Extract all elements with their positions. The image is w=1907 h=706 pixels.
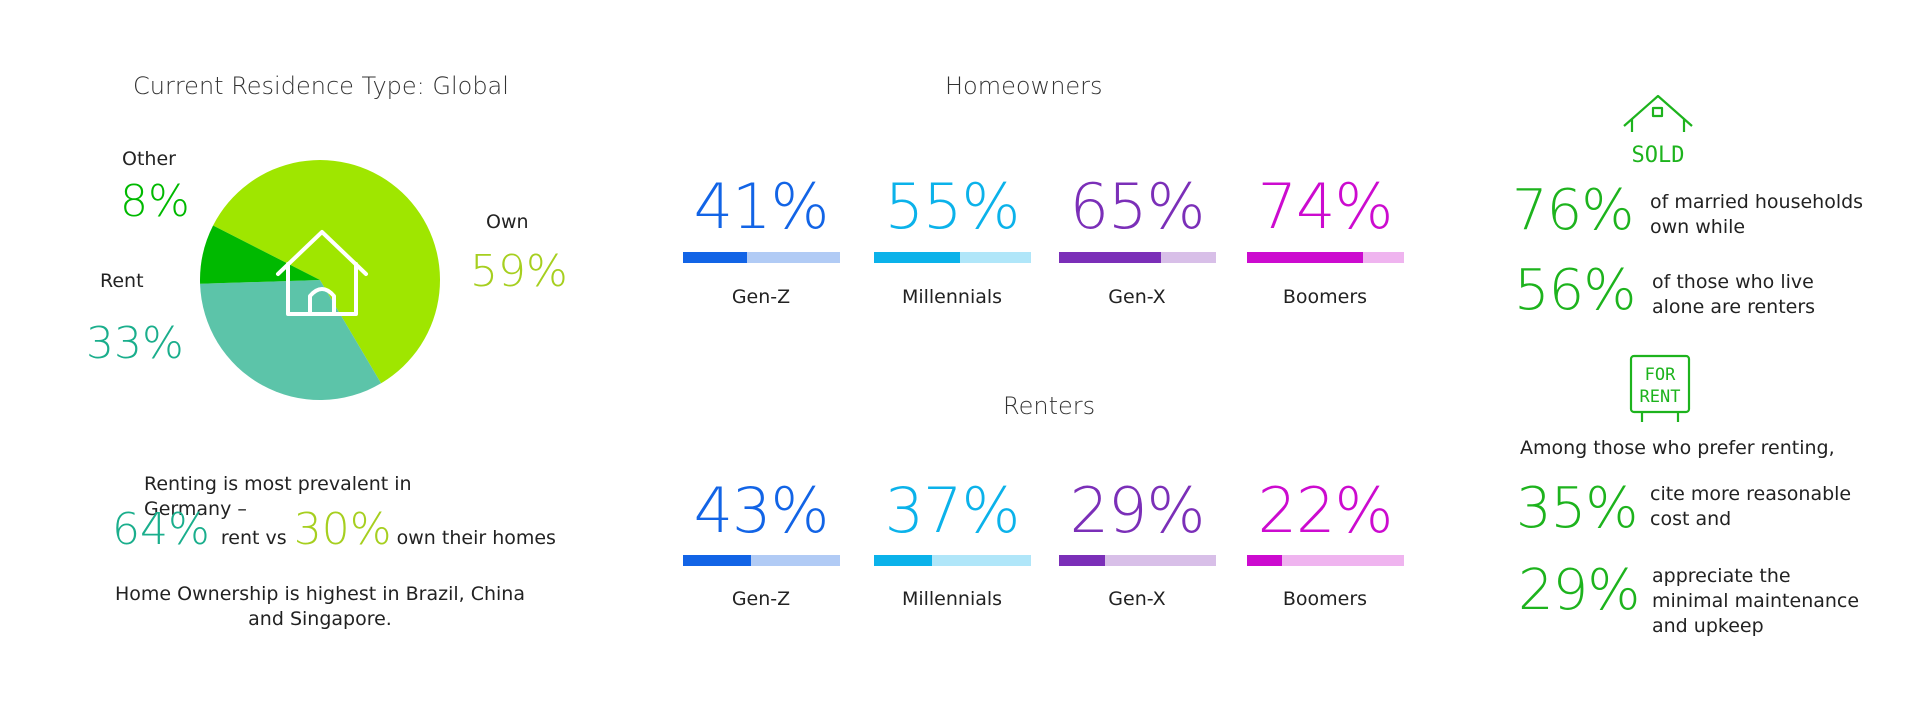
homeowners-gen-z-bar bbox=[683, 252, 840, 263]
married-pct: 76% bbox=[1512, 178, 1634, 243]
married-text-line-2: own while bbox=[1650, 216, 1746, 238]
ownership-line-2: and Singapore. bbox=[248, 608, 392, 630]
renters-boomers-bar-fill bbox=[1247, 555, 1282, 566]
pie-label-own: Own bbox=[486, 211, 529, 233]
alone-text-line-1: of those who live bbox=[1652, 271, 1814, 293]
pie-slice-other bbox=[200, 225, 320, 284]
homeowners-millennials-value: 55% bbox=[884, 170, 1021, 243]
homeowners-gen-x-bar-fill bbox=[1059, 252, 1162, 263]
maintenance-text-line-3: and upkeep bbox=[1652, 615, 1764, 637]
homeowners-gen-z-label: Gen-Z bbox=[731, 286, 791, 308]
homeowners-gen-x-label: Gen-X bbox=[1108, 286, 1166, 308]
pie-label-rent: Rent bbox=[100, 270, 144, 292]
pie-title: Current Residence Type: Global bbox=[133, 72, 509, 100]
alone-text-line-2: alone are renters bbox=[1652, 296, 1816, 318]
homeowners-boomers-label: Boomers bbox=[1282, 286, 1368, 308]
sold-house-icon: SOLD bbox=[1623, 94, 1693, 166]
renters-boomers-label: Boomers bbox=[1282, 588, 1368, 610]
germany-own-label: own their homes bbox=[396, 527, 556, 549]
renters-boomers-bar bbox=[1247, 555, 1404, 566]
for-text: FOR bbox=[1645, 365, 1676, 385]
married-text: of married households own while bbox=[1650, 190, 1863, 240]
homeowners-gen-z-value: 41% bbox=[693, 170, 830, 243]
homeowners-gen-x-value: 65% bbox=[1069, 170, 1206, 243]
renters-gen-z-bar-fill bbox=[683, 555, 751, 566]
rent-text: RENT bbox=[1640, 387, 1681, 407]
renters-millennials-bar-fill bbox=[874, 555, 933, 566]
for-rent-sign-icon: FOR RENT bbox=[1629, 354, 1691, 422]
germany-stats: 64% rent vs 30% own their homes bbox=[112, 504, 556, 555]
alone-pct: 56% bbox=[1514, 258, 1636, 323]
cost-text-line-1: cite more reasonable bbox=[1650, 483, 1852, 505]
renters-gen-x-bar-fill bbox=[1059, 555, 1105, 566]
homeowners-millennials-bar-fill bbox=[874, 252, 961, 263]
renters-gen-x-label: Gen-X bbox=[1108, 588, 1166, 610]
prefer-renting-text: Among those who prefer renting, bbox=[1520, 437, 1835, 459]
cost-pct: 35% bbox=[1516, 476, 1638, 541]
ownership-line-1: Home Ownership is highest in Brazil, Chi… bbox=[115, 583, 525, 605]
renters-gen-x-value: 29% bbox=[1069, 474, 1206, 547]
maintenance-pct: 29% bbox=[1518, 558, 1640, 623]
cost-text-line-2: cost and bbox=[1650, 508, 1732, 530]
germany-line: Renting is most prevalent in Germany – bbox=[144, 473, 412, 520]
homeowners-boomers-value: 74% bbox=[1257, 170, 1394, 243]
renters-boomers-value: 22% bbox=[1257, 474, 1394, 547]
maintenance-text: appreciate the minimal maintenance and u… bbox=[1652, 564, 1859, 639]
germany-rent-pct: 64% bbox=[112, 504, 210, 555]
house-icon bbox=[276, 230, 368, 316]
pie-slice-own bbox=[213, 159, 441, 384]
sold-text: SOLD bbox=[1632, 143, 1685, 166]
renters-millennials-value: 37% bbox=[884, 474, 1021, 547]
renters-millennials-label: Millennials bbox=[901, 588, 1003, 610]
pie-pct-rent: 33% bbox=[86, 318, 184, 369]
renters-millennials-bar bbox=[874, 555, 1031, 566]
germany-rent-label: rent vs bbox=[220, 527, 287, 549]
pie-chart bbox=[200, 159, 441, 400]
homeowners-boomers-bar bbox=[1247, 252, 1404, 263]
renters-gen-z-value: 43% bbox=[693, 474, 830, 547]
homeowners-gen-x-bar bbox=[1059, 252, 1216, 263]
homeowners-millennials-label: Millennials bbox=[901, 286, 1003, 308]
germany-own-pct: 30% bbox=[293, 504, 392, 555]
ownership-note: Home Ownership is highest in Brazil, Chi… bbox=[110, 582, 530, 632]
maintenance-text-line-2: minimal maintenance bbox=[1652, 590, 1860, 612]
pie-pct-own: 59% bbox=[470, 246, 568, 297]
pie-pct-other: 8% bbox=[120, 176, 190, 227]
cost-text: cite more reasonable cost and bbox=[1650, 482, 1851, 532]
homeowners-millennials-bar bbox=[874, 252, 1031, 263]
homeowners-gen-z-bar-fill bbox=[683, 252, 748, 263]
homeowners-boomers-bar-fill bbox=[1247, 252, 1364, 263]
alone-text: of those who live alone are renters bbox=[1652, 270, 1815, 320]
pie-label-other: Other bbox=[122, 148, 176, 170]
renters-gen-z-label: Gen-Z bbox=[731, 588, 791, 610]
renters-gen-z-bar bbox=[683, 555, 840, 566]
renters-title: Renters bbox=[1003, 392, 1096, 420]
renters-gen-x-bar bbox=[1059, 555, 1216, 566]
homeowners-title: Homeowners bbox=[945, 72, 1103, 100]
maintenance-text-line-1: appreciate the bbox=[1652, 565, 1791, 587]
married-text-line-1: of married households bbox=[1650, 191, 1864, 213]
